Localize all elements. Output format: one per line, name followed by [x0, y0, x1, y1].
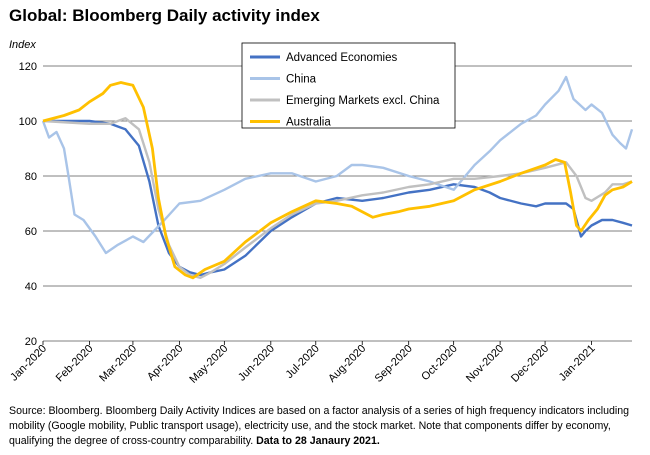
footnote: Source: Bloomberg. Bloomberg Daily Activ…	[9, 404, 641, 449]
y-tick-label: 60	[25, 226, 37, 238]
chart-title: Global: Bloomberg Daily activity index	[9, 6, 320, 25]
y-tick-label: 120	[19, 61, 37, 73]
x-tick-label: Mar-2020	[97, 343, 139, 385]
x-tick-label: Feb-2020	[54, 343, 96, 385]
chart: 20 40 60 80 100 120 Index Jan-2020 Feb-2020 Mar…	[8, 39, 634, 386]
series-line-0	[43, 119, 633, 277]
x-tick-label: Oct-2020	[419, 343, 459, 383]
x-tick-label: Nov-2020	[464, 343, 506, 385]
x-tick-label: Jun-2020	[236, 343, 277, 384]
legend-label: China	[286, 74, 317, 86]
y-axis-label: Index	[9, 39, 36, 51]
x-tick-label: Apr-2020	[145, 343, 185, 383]
plot-lines	[41, 75, 634, 280]
x-tick-label: Dec-2020	[509, 343, 551, 385]
series-line-3	[42, 81, 633, 280]
y-tick-label: 80	[25, 171, 37, 183]
x-tick-label: Sep-2020	[373, 343, 415, 385]
footnote-date-note: Data to 28 Janaury 2021.	[256, 435, 380, 447]
y-tick-label: 20	[25, 336, 37, 348]
x-tick-label: Aug-2020	[326, 343, 368, 385]
x-tick-label: Jan-2020	[8, 343, 49, 384]
y-tick-label: 40	[25, 281, 37, 293]
legend-label: Emerging Markets excl. China	[286, 95, 440, 107]
legend: Advanced Economies China Emerging Markets …	[241, 42, 456, 129]
footnote-text: Source: Bloomberg. Bloomberg Daily Activ…	[9, 405, 630, 447]
y-tick-label: 100	[19, 116, 37, 128]
x-tick-label: Jan-2021	[557, 343, 598, 384]
series-line-1	[41, 75, 634, 255]
x-axis: Jan-2020 Feb-2020 Mar-2020 Apr-2020 May-2020…	[8, 341, 598, 386]
legend-label: Advanced Economies	[286, 52, 397, 64]
legend-label: Australia	[286, 117, 331, 129]
y-axis: 20 40 60 80 100 120	[19, 61, 37, 348]
x-tick-label: Jul-2020	[284, 343, 322, 381]
series-line-2	[42, 117, 633, 279]
x-tick-label: May-2020	[187, 343, 230, 386]
